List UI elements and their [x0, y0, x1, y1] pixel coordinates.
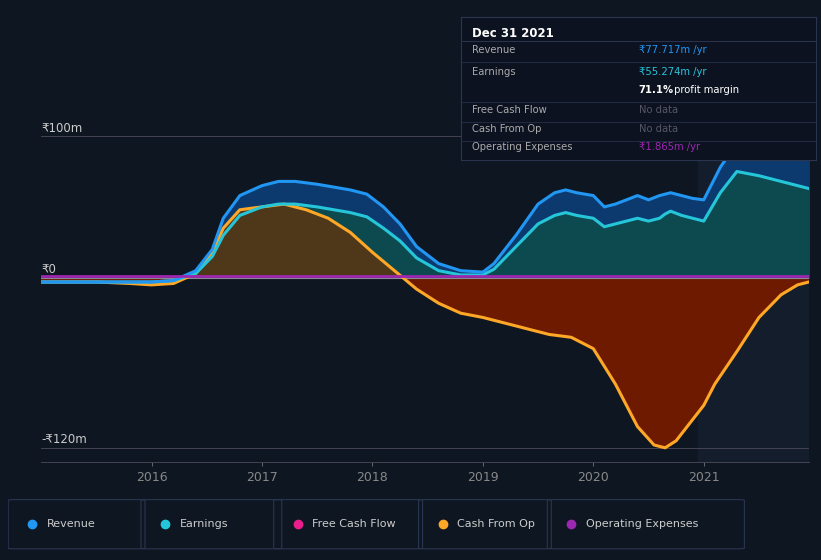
Text: Free Cash Flow: Free Cash Flow: [472, 105, 547, 115]
Text: Revenue: Revenue: [472, 45, 516, 55]
Text: Free Cash Flow: Free Cash Flow: [312, 519, 396, 529]
Text: Cash From Op: Cash From Op: [472, 124, 541, 134]
Text: Operating Expenses: Operating Expenses: [472, 142, 572, 152]
Text: No data: No data: [639, 105, 678, 115]
Text: Revenue: Revenue: [47, 519, 95, 529]
Text: 71.1%: 71.1%: [639, 85, 674, 95]
Text: -₹120m: -₹120m: [41, 433, 87, 446]
Bar: [698, 115, 811, 462]
Text: ₹100m: ₹100m: [41, 122, 82, 134]
Text: ₹55.274m /yr: ₹55.274m /yr: [639, 67, 706, 77]
Text: ₹77.717m /yr: ₹77.717m /yr: [639, 45, 706, 55]
Text: Operating Expenses: Operating Expenses: [586, 519, 699, 529]
Text: Earnings: Earnings: [472, 67, 516, 77]
Text: Dec 31 2021: Dec 31 2021: [472, 27, 554, 40]
Text: ₹0: ₹0: [41, 263, 56, 276]
Text: Earnings: Earnings: [180, 519, 228, 529]
Text: profit margin: profit margin: [672, 85, 740, 95]
Text: No data: No data: [639, 124, 678, 134]
Text: Cash From Op: Cash From Op: [457, 519, 535, 529]
Text: ₹1.865m /yr: ₹1.865m /yr: [639, 142, 699, 152]
